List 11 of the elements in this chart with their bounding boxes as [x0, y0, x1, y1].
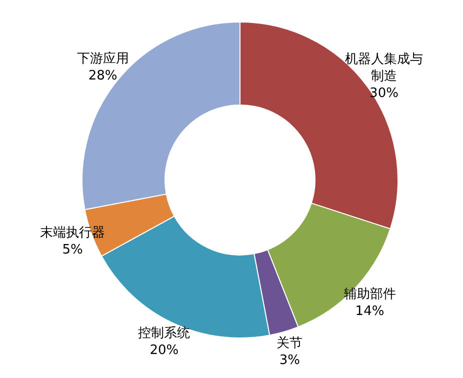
data-label: 30% — [370, 86, 398, 101]
data-label: 14% — [355, 304, 384, 319]
data-label: 20% — [150, 343, 179, 358]
slice-label: 下游应用 — [76, 50, 129, 67]
slice-label: 关节 — [276, 336, 303, 351]
slice-label: 控制系统 — [138, 326, 190, 342]
data-label: 5% — [62, 242, 83, 258]
data-label: 3% — [279, 352, 300, 368]
slice-label: 末端执行器 — [40, 225, 106, 240]
data-label: 28% — [88, 68, 118, 84]
slice-label: 机器人集成与制造 — [345, 52, 424, 84]
